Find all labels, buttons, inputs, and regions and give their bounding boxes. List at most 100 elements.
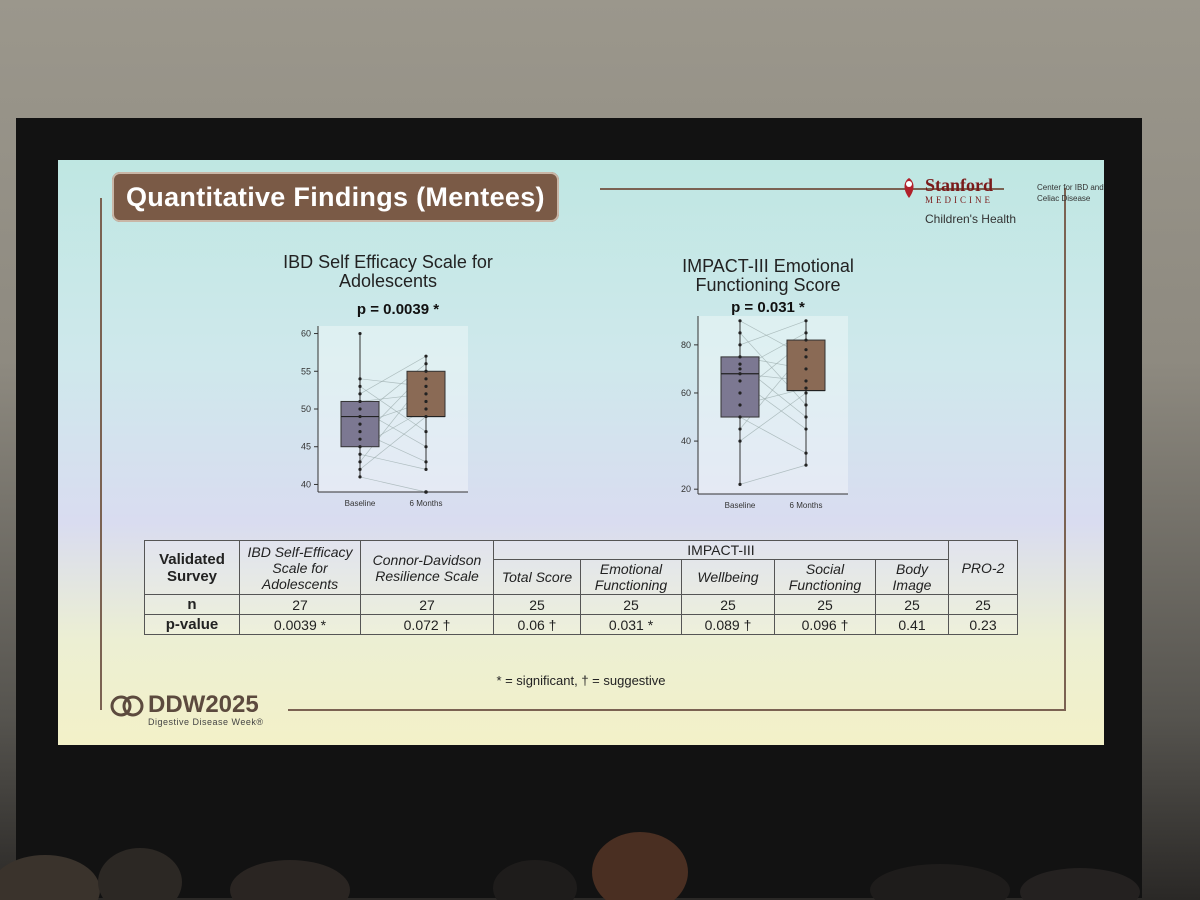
table-cell: 25 bbox=[774, 594, 876, 615]
table-cell: 0.096 † bbox=[774, 614, 876, 635]
data-point bbox=[358, 414, 362, 419]
paired-line bbox=[739, 332, 807, 406]
paired-line bbox=[739, 320, 807, 346]
y-tick-label: 60 bbox=[301, 329, 311, 339]
impact-group-header: IMPACT-III bbox=[493, 540, 949, 560]
data-point bbox=[424, 407, 428, 411]
data-point bbox=[804, 379, 808, 383]
y-tick-label: 40 bbox=[681, 436, 691, 446]
results-table: Validated Survey IBD Self-Efficacy Scale… bbox=[144, 540, 1018, 635]
paired-line bbox=[359, 386, 427, 432]
table-cell: 0.0039 * bbox=[239, 614, 361, 635]
col-header: Total Score bbox=[493, 559, 581, 595]
data-point bbox=[804, 391, 808, 395]
table-cell: 25 bbox=[681, 594, 775, 615]
paired-line bbox=[359, 453, 427, 470]
data-point bbox=[358, 445, 362, 449]
data-point bbox=[738, 372, 742, 376]
stanford-logo-block: Stanford MEDICINE Children's Health Cent… bbox=[904, 175, 1104, 226]
data-point bbox=[424, 445, 428, 449]
stanford-medicine: MEDICINE bbox=[924, 195, 993, 205]
data-point bbox=[424, 460, 428, 464]
y-tick-label: 55 bbox=[301, 366, 311, 376]
data-point bbox=[804, 319, 808, 323]
table-header-group-row: Validated Survey IBD Self-Efficacy Scale… bbox=[144, 540, 1018, 595]
data-point bbox=[358, 407, 362, 411]
data-point bbox=[804, 403, 808, 407]
data-point bbox=[358, 452, 362, 456]
data-point bbox=[358, 331, 362, 336]
table-cell: 25 bbox=[493, 594, 581, 615]
data-point bbox=[804, 338, 808, 342]
stanford-name: Stanford bbox=[924, 175, 993, 195]
data-point bbox=[424, 354, 428, 358]
stanford-tree-icon bbox=[904, 178, 914, 198]
x-tick-label: 6 Months bbox=[790, 501, 823, 510]
paired-line bbox=[359, 416, 427, 470]
col-header: PRO-2 bbox=[948, 540, 1018, 595]
y-tick-label: 20 bbox=[681, 484, 691, 494]
data-point bbox=[804, 367, 808, 371]
data-point bbox=[738, 355, 742, 359]
table-cell: 25 bbox=[875, 594, 949, 615]
chart2-boxplot: 20 40 60 80 Baseline 6 Months bbox=[681, 316, 848, 510]
data-point bbox=[358, 377, 362, 381]
data-point bbox=[424, 414, 428, 419]
data-point bbox=[358, 467, 362, 471]
data-point bbox=[738, 482, 742, 486]
box-6-months bbox=[786, 339, 826, 392]
slide-frame-top bbox=[600, 188, 1004, 190]
audience-silhouettes bbox=[0, 832, 1140, 900]
paired-line bbox=[359, 476, 427, 493]
data-point bbox=[358, 422, 362, 426]
col-header: Emotional Functioning bbox=[580, 559, 682, 595]
ddw-name: DDW2025 bbox=[148, 691, 259, 718]
childrens-health: Children's Health bbox=[924, 212, 1016, 226]
table-cell: 0.06 † bbox=[493, 614, 581, 635]
data-point bbox=[738, 343, 742, 347]
data-point bbox=[358, 430, 362, 434]
data-point bbox=[804, 427, 808, 431]
data-point bbox=[424, 362, 428, 366]
table-cell: 25 bbox=[948, 594, 1018, 615]
col-header: Social Functioning bbox=[774, 559, 876, 595]
table-cell: 0.072 † bbox=[360, 614, 494, 635]
table-cell: 0.41 bbox=[875, 614, 949, 635]
data-point bbox=[804, 355, 808, 359]
data-point bbox=[424, 384, 428, 388]
data-point bbox=[738, 415, 742, 419]
y-tick-label: 40 bbox=[301, 479, 311, 489]
row-label-pvalue: p-value bbox=[144, 614, 240, 635]
data-point bbox=[358, 475, 362, 479]
table-row-n: n 27 27 25 25 25 25 25 25 bbox=[144, 594, 1018, 615]
data-point bbox=[804, 451, 808, 455]
table-cell: 0.031 * bbox=[580, 614, 682, 635]
box-baseline bbox=[720, 356, 760, 418]
data-point bbox=[804, 331, 808, 335]
data-point bbox=[424, 377, 428, 381]
data-point bbox=[358, 384, 362, 388]
data-point bbox=[738, 439, 742, 443]
data-point bbox=[738, 319, 742, 323]
data-point bbox=[804, 415, 808, 419]
data-point bbox=[424, 392, 428, 396]
x-tick-label: Baseline bbox=[725, 501, 756, 510]
x-tick-label: Baseline bbox=[345, 499, 376, 508]
data-point bbox=[358, 437, 362, 441]
data-point bbox=[358, 392, 362, 396]
chart1-pvalue: p = 0.0039 * bbox=[356, 301, 440, 318]
data-point bbox=[424, 430, 428, 434]
ddw-rings-icon bbox=[110, 695, 144, 717]
col-header: Connor-Davidson Resilience Scale bbox=[360, 540, 494, 595]
paired-line bbox=[739, 392, 807, 442]
data-point bbox=[424, 490, 428, 494]
slide-frame-bottom bbox=[288, 709, 1066, 711]
col-header: IBD Self-Efficacy Scale for Adolescents bbox=[239, 540, 361, 595]
presentation-slide: Quantitative Findings (Mentees) Stanford… bbox=[58, 160, 1104, 745]
table-cell: 0.23 bbox=[948, 614, 1018, 635]
paired-line bbox=[739, 416, 807, 454]
data-point bbox=[738, 362, 742, 366]
chart1-boxplot: 40 45 50 55 60 Baseline 6 Months bbox=[301, 326, 468, 508]
slide-title: Quantitative Findings (Mentees) bbox=[112, 172, 559, 222]
table-cell: 0.089 † bbox=[681, 614, 775, 635]
